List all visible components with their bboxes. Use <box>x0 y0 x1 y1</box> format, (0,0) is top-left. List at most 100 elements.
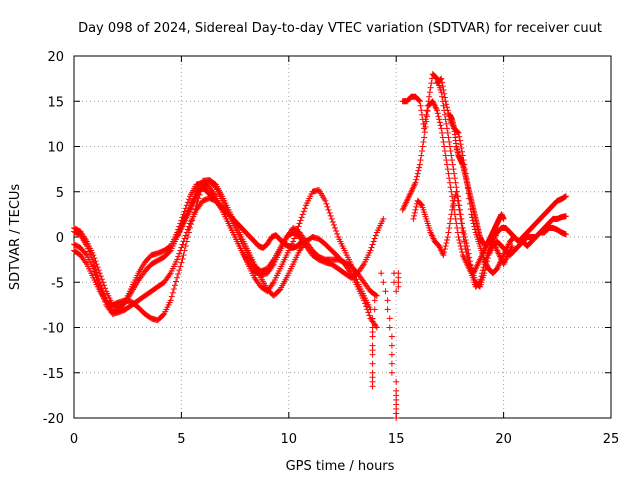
data-point <box>160 311 167 318</box>
data-point <box>456 237 463 244</box>
data-point <box>433 74 440 81</box>
data-point <box>449 157 456 164</box>
data-point <box>166 248 173 255</box>
data-point <box>84 245 91 252</box>
data-point <box>291 235 298 242</box>
data-point <box>299 211 306 218</box>
data-point <box>441 143 448 150</box>
data-point <box>388 360 395 367</box>
data-point <box>182 243 189 250</box>
data-point <box>413 203 420 210</box>
data-point <box>451 175 458 182</box>
data-point <box>417 102 424 109</box>
data-point <box>435 113 442 120</box>
data-point <box>393 378 400 385</box>
data-point <box>416 161 423 168</box>
data-point <box>417 157 424 164</box>
data-point <box>300 208 307 215</box>
data-point <box>445 229 452 236</box>
data-point <box>298 214 305 221</box>
data-point <box>424 108 431 115</box>
data-point <box>449 161 456 168</box>
data-point <box>436 119 443 126</box>
data-point <box>439 134 446 141</box>
data-point <box>454 193 461 200</box>
data-point <box>418 107 425 114</box>
data-point <box>371 306 378 313</box>
data-point <box>444 237 451 244</box>
data-point <box>446 220 453 227</box>
data-point <box>509 243 516 250</box>
data-point <box>464 255 471 262</box>
data-point <box>369 241 376 248</box>
data-point <box>418 152 425 159</box>
data-point <box>91 268 98 275</box>
data-point <box>368 244 375 251</box>
data-point <box>186 224 193 231</box>
data-point <box>444 234 451 240</box>
data-point <box>393 415 400 421</box>
data-point <box>436 116 443 123</box>
data-point <box>179 241 186 248</box>
data-point <box>444 104 451 111</box>
data-point <box>369 360 376 367</box>
data-point <box>428 80 435 87</box>
data-point <box>423 107 430 114</box>
data-point <box>178 244 185 251</box>
data-point <box>290 238 297 245</box>
data-point <box>441 90 448 97</box>
data-point <box>175 253 182 260</box>
data-point <box>459 224 466 231</box>
data-point <box>416 97 423 104</box>
data-point <box>369 374 376 381</box>
data-point <box>366 312 373 319</box>
data-point <box>188 221 195 228</box>
data-point <box>442 243 449 250</box>
data-point <box>562 213 569 220</box>
data-point <box>450 200 457 207</box>
data-point <box>441 111 448 118</box>
data-point <box>452 179 459 186</box>
data-point <box>460 227 467 234</box>
data-point <box>439 83 446 90</box>
y-tick-label: -5 <box>51 276 64 291</box>
data-point <box>369 329 376 336</box>
data-point <box>441 148 448 155</box>
data-point <box>328 215 335 222</box>
data-point <box>438 125 445 132</box>
data-point <box>378 270 385 277</box>
x-tick-label: 0 <box>70 432 78 447</box>
data-point <box>455 129 462 136</box>
data-point <box>175 270 182 277</box>
data-point <box>411 209 418 216</box>
data-point <box>454 197 461 204</box>
data-point <box>333 227 340 234</box>
data-point <box>174 256 181 263</box>
data-point <box>418 201 425 208</box>
data-point <box>460 234 467 240</box>
data-point <box>388 351 395 358</box>
data-point <box>298 238 305 245</box>
data-point <box>322 197 329 204</box>
data-point <box>443 240 450 247</box>
data-point <box>455 234 462 240</box>
data-point <box>441 249 448 256</box>
data-point <box>481 267 488 274</box>
data-point <box>171 282 178 289</box>
data-point <box>443 101 450 108</box>
data-point <box>447 148 454 155</box>
data-points <box>71 71 569 421</box>
data-point <box>442 98 449 105</box>
data-point <box>446 143 453 150</box>
data-point <box>295 223 302 230</box>
data-point <box>386 324 393 331</box>
data-point <box>395 279 402 286</box>
data-point <box>169 289 176 296</box>
data-point <box>386 315 393 322</box>
x-axis-label: GPS time / hours <box>286 459 395 474</box>
data-point <box>465 258 472 265</box>
data-point <box>173 278 180 285</box>
data-point <box>426 93 433 100</box>
data-point <box>177 263 184 270</box>
data-point <box>562 231 569 238</box>
